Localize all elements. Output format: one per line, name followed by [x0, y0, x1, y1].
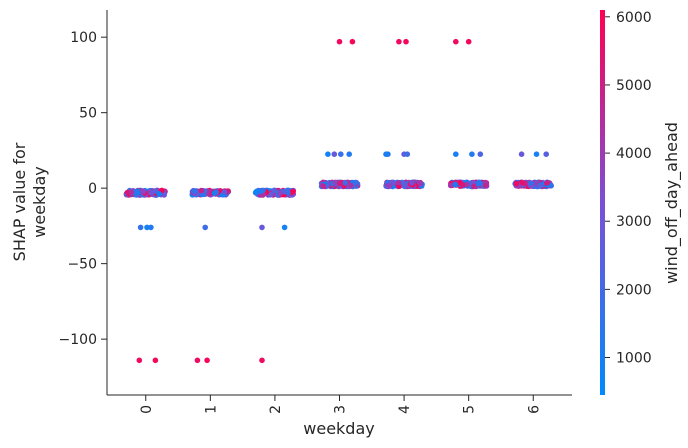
y-tick-label: 0 [88, 181, 97, 197]
colorbar-tick-label: 3000 [616, 214, 652, 230]
data-point [349, 38, 356, 45]
data-point [417, 180, 424, 187]
data-point [148, 224, 154, 231]
data-point [348, 182, 354, 189]
y-tick-label: −50 [67, 257, 97, 273]
data-point [128, 189, 134, 195]
x-tick-label: 0 [139, 405, 155, 414]
data-point [144, 224, 150, 231]
x-axis-label: weekday [303, 419, 374, 438]
data-point [482, 182, 489, 189]
data-point [156, 191, 162, 197]
data-point [533, 151, 540, 157]
colorbar-ticks: 1000 2000 3000 4000 5000 6000 [605, 10, 652, 367]
y-axis-label-line2: weekday [30, 166, 49, 237]
y-axis-label-line1: SHAP value for [10, 142, 29, 261]
data-point [465, 38, 472, 45]
data-point [518, 151, 525, 157]
x-tick-label: 3 [333, 405, 349, 414]
data-point [337, 180, 343, 187]
data-point [140, 188, 146, 194]
data-point [221, 189, 228, 195]
colorbar-tick-label: 4000 [616, 146, 652, 162]
data-point [346, 151, 353, 157]
data-point [527, 180, 534, 186]
data-point [271, 187, 278, 194]
scatter-points [123, 38, 554, 364]
colorbar-tick-label: 6000 [616, 10, 652, 26]
x-ticks: 0 1 2 3 4 5 6 [139, 395, 542, 414]
data-point [386, 183, 392, 189]
x-tick-label: 6 [526, 405, 542, 414]
data-point [409, 180, 415, 186]
data-point [447, 182, 454, 189]
colorbar-tick-label: 1000 [616, 351, 652, 367]
data-point [148, 189, 155, 196]
data-point [281, 188, 288, 195]
data-point [134, 190, 141, 196]
data-point [192, 188, 198, 194]
colorbar-tick-label: 2000 [616, 282, 652, 298]
data-point [459, 182, 466, 188]
data-point [453, 151, 459, 157]
data-point [477, 151, 484, 157]
data-point [513, 180, 519, 187]
data-point [204, 357, 210, 364]
data-point [396, 38, 402, 45]
data-point [469, 151, 475, 157]
data-point [198, 187, 205, 194]
data-point [471, 183, 477, 190]
data-point [401, 182, 407, 189]
x-tick-label: 2 [268, 405, 284, 414]
data-point [205, 188, 212, 195]
data-point [259, 357, 265, 364]
data-point [338, 151, 344, 157]
data-point [538, 183, 544, 189]
data-point [336, 38, 343, 45]
data-point [331, 151, 338, 157]
data-point [202, 224, 208, 231]
data-point [453, 38, 459, 45]
data-point [395, 180, 402, 186]
data-point [268, 191, 274, 198]
data-point [136, 357, 143, 364]
data-point [325, 151, 331, 157]
data-point [213, 189, 219, 196]
data-point [452, 181, 459, 188]
data-point [464, 181, 470, 188]
data-point [543, 151, 549, 157]
data-point [277, 190, 283, 196]
data-point [137, 224, 144, 231]
y-tick-label: 100 [70, 30, 97, 46]
colorbar-tick-label: 5000 [616, 78, 652, 94]
data-point [544, 180, 551, 186]
colorbar-label: wind_off_day_ahead [662, 122, 682, 284]
y-tick-label: 50 [79, 106, 97, 122]
y-tick-label: −100 [59, 332, 97, 348]
data-point [404, 151, 411, 157]
data-point [403, 38, 409, 45]
colorbar [600, 10, 605, 395]
y-ticks: 100 50 0 −50 −100 [59, 30, 107, 348]
data-point [342, 180, 349, 186]
x-tick-label: 5 [462, 405, 478, 414]
data-point [259, 224, 265, 231]
data-point [385, 151, 391, 157]
data-point [281, 224, 288, 231]
x-tick-label: 4 [397, 405, 413, 414]
data-point [320, 183, 327, 189]
data-point [260, 187, 266, 194]
data-point [152, 357, 159, 364]
data-point [290, 188, 296, 195]
x-tick-label: 1 [203, 405, 219, 414]
data-point [194, 357, 201, 364]
